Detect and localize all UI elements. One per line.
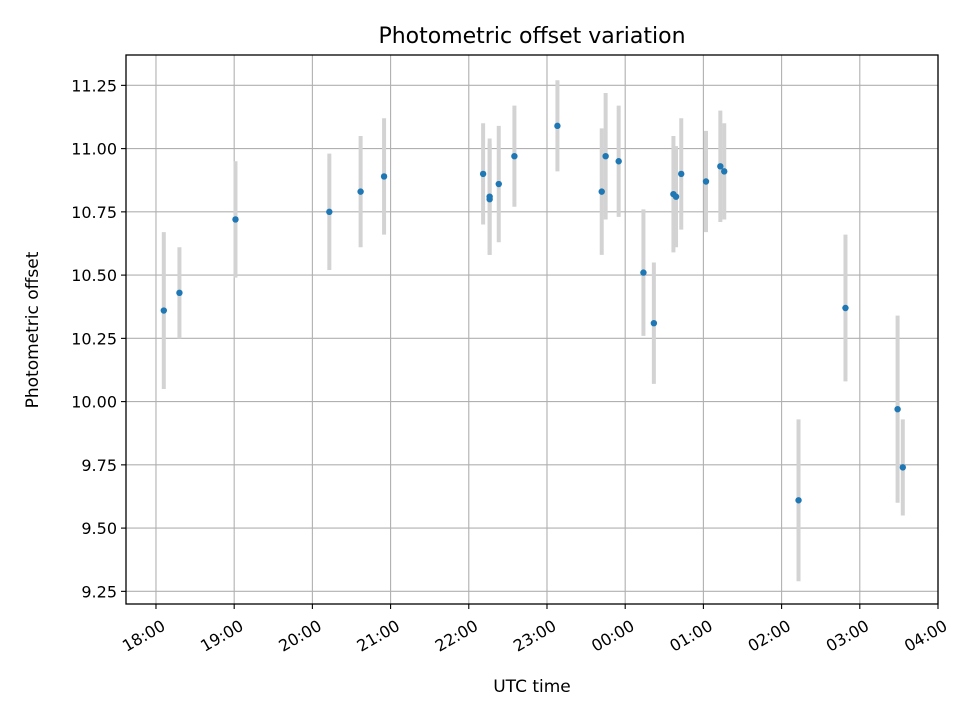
chart-title: Photometric offset variation — [378, 24, 685, 49]
x-axis-label: UTC time — [493, 677, 571, 697]
error-bars — [161, 80, 905, 582]
data-point — [678, 170, 685, 178]
y-tick-label: 11.25 — [71, 76, 117, 95]
x-tick-label: 04:00 — [901, 616, 950, 656]
y-tick-label: 9.50 — [81, 519, 117, 538]
data-point — [380, 173, 388, 180]
data-point — [672, 193, 680, 200]
x-tick-label: 02:00 — [745, 616, 794, 656]
data-point — [479, 170, 487, 178]
data-point — [602, 152, 609, 160]
x-tick-label: 18:00 — [119, 616, 168, 656]
x-tick-label: 00:00 — [588, 616, 637, 656]
data-point — [554, 122, 561, 130]
data-point — [326, 208, 333, 216]
y-tick-label: 10.50 — [71, 266, 117, 285]
data-point — [598, 188, 605, 195]
data-point — [232, 216, 239, 223]
y-axis-ticks: 9.25 9.50 9.75 10.00 10.25 10.50 10.75 11.00 11.… — [71, 76, 126, 601]
plot-frame — [125, 54, 939, 605]
y-tick-label: 10.75 — [71, 203, 117, 222]
data-point — [615, 158, 622, 165]
data-point — [702, 178, 710, 185]
data-point — [717, 163, 724, 170]
y-tick-label: 11.00 — [71, 140, 117, 159]
x-axis-ticks: 18:00 19:00 20:00 21:00 22:00 23:00 00:00 01:00… — [119, 604, 950, 656]
data-point — [650, 319, 658, 327]
x-tick-label: 21:00 — [354, 616, 403, 656]
data-point — [795, 497, 802, 504]
x-tick-label: 19:00 — [197, 616, 246, 656]
data-point — [640, 269, 647, 276]
data-point — [842, 304, 849, 312]
data-points — [160, 122, 907, 504]
x-tick-label: 03:00 — [823, 616, 872, 656]
y-tick-label: 10.25 — [71, 329, 117, 348]
y-axis-label: Photometric offset — [23, 251, 43, 408]
x-tick-label: 01:00 — [666, 616, 715, 656]
data-point — [176, 289, 183, 297]
x-tick-label: 22:00 — [432, 616, 481, 656]
x-tick-label: 23:00 — [510, 616, 559, 656]
y-tick-label: 9.25 — [81, 582, 117, 601]
data-point — [894, 405, 901, 413]
data-point — [357, 188, 364, 195]
data-point — [511, 152, 518, 160]
y-tick-label: 9.75 — [81, 456, 117, 475]
grid — [126, 55, 939, 604]
data-point — [160, 307, 167, 314]
y-tick-label: 10.00 — [71, 393, 117, 412]
x-tick-label: 20:00 — [275, 616, 324, 656]
data-point — [721, 168, 728, 175]
data-point — [495, 180, 502, 188]
data-point — [486, 193, 493, 200]
data-point — [899, 464, 907, 471]
